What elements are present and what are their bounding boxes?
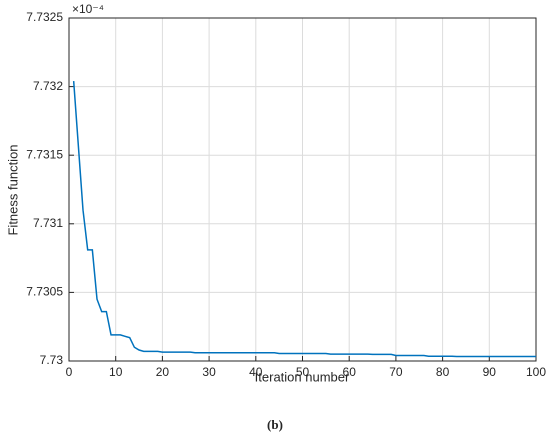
x-tick-label: 70 [389, 365, 403, 379]
y-tick-label: 7.731 [33, 216, 63, 230]
x-axis-label: Iteration number [255, 369, 350, 384]
x-tick-label: 20 [156, 365, 170, 379]
x-tick-label: 10 [109, 365, 123, 379]
x-tick-label: 90 [483, 365, 497, 379]
x-tick-label: 0 [66, 365, 73, 379]
y-tick-label: 7.73 [40, 353, 64, 367]
x-tick-label: 30 [202, 365, 216, 379]
plot-frame [68, 17, 537, 362]
x-tick-label: 50 [296, 365, 310, 379]
y-axis-label: Fitness function [5, 144, 20, 235]
y-scale-label: ×10⁻⁴ [72, 2, 104, 16]
caption: (b) [267, 417, 283, 432]
y-tick-label: 7.7315 [26, 147, 63, 161]
y-tick-label: 7.7325 [26, 10, 63, 24]
data-line [72, 81, 536, 358]
x-tick-label: 60 [343, 365, 357, 379]
x-tick-label: 100 [526, 365, 546, 379]
y-tick-label: 7.732 [33, 79, 63, 93]
x-tick-label: 80 [436, 365, 450, 379]
y-tick-label: 7.7305 [26, 285, 63, 299]
x-tick-label: 40 [249, 365, 263, 379]
